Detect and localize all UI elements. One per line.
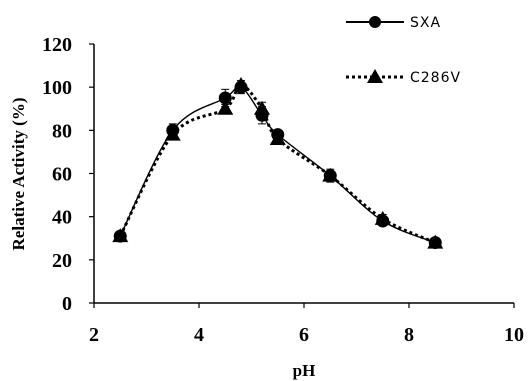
data-point-c286v bbox=[322, 167, 339, 182]
series-c286v bbox=[112, 77, 444, 249]
data-point-c286v bbox=[427, 234, 444, 249]
data-point-c286v bbox=[374, 210, 391, 225]
y-tick-label: 60 bbox=[52, 164, 72, 186]
legend-label-sxa: SXA bbox=[410, 15, 441, 31]
series-sxa bbox=[113, 80, 442, 250]
data-point-c286v bbox=[164, 126, 181, 141]
data-point-c286v bbox=[217, 100, 234, 115]
data-point-c286v bbox=[233, 77, 249, 92]
y-tick-label: 80 bbox=[52, 120, 72, 142]
x-tick-label: 4 bbox=[194, 324, 204, 346]
series-layer bbox=[112, 77, 444, 250]
legend-label-c286v: C286V bbox=[410, 70, 461, 86]
x-tick-label: 8 bbox=[404, 324, 414, 346]
data-point-c286v bbox=[112, 228, 129, 243]
legend-item-sxa: SXA bbox=[346, 15, 441, 31]
data-point-c286v bbox=[269, 130, 286, 145]
ticks: 0 20 40 60 80 100 120 2 4 6 8 10 bbox=[42, 34, 524, 346]
x-axis-label: pH bbox=[293, 361, 316, 380]
y-tick-label: 40 bbox=[52, 207, 72, 229]
y-tick-label: 0 bbox=[62, 293, 72, 315]
y-axis-label: Relative Activity (%) bbox=[9, 98, 28, 251]
y-tick-label: 20 bbox=[52, 250, 72, 272]
x-tick-label: 2 bbox=[89, 324, 99, 346]
y-tick-label: 100 bbox=[42, 77, 72, 99]
legend-marker-sxa bbox=[369, 16, 381, 28]
legend-item-c286v: C286V bbox=[346, 69, 461, 86]
data-point-sxa bbox=[218, 91, 232, 105]
legend: SXA C286V bbox=[346, 15, 461, 86]
data-point-c286v bbox=[254, 100, 270, 115]
y-tick-label: 120 bbox=[42, 34, 72, 56]
x-tick-label: 6 bbox=[299, 324, 309, 346]
x-tick-label: 10 bbox=[504, 324, 524, 346]
legend-marker-c286v bbox=[367, 69, 383, 83]
